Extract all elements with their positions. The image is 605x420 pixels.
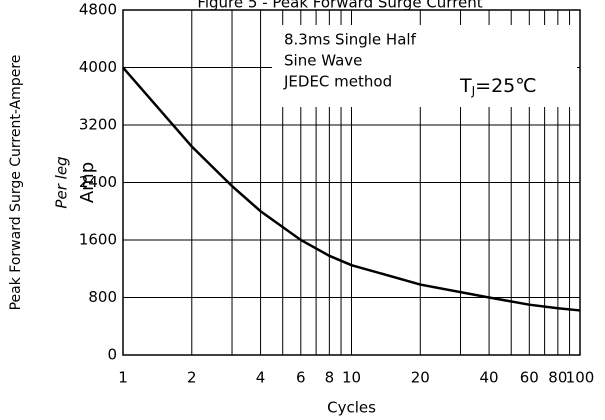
y-tick-label: 0 <box>107 346 117 364</box>
x-tick-label: 10 <box>342 369 361 387</box>
x-tick-label: 2 <box>187 369 197 387</box>
temp-label-part: =25℃ <box>475 75 536 97</box>
x-tick-label: 20 <box>411 369 430 387</box>
annotation: 8.3ms Single Half <box>284 31 417 49</box>
x-tick-label: 1 <box>118 369 128 387</box>
annotation: JEDEC method <box>283 73 392 91</box>
annotation-box <box>272 25 577 107</box>
x-tick-label: 80 <box>548 369 567 387</box>
temp-label-part: T <box>459 75 472 97</box>
y-tick-label: 2400 <box>79 173 117 191</box>
x-tick-label: 100 <box>566 369 595 387</box>
x-tick-label: 40 <box>480 369 499 387</box>
y-axis-label: Peak Forward Surge Current-Ampere <box>8 55 24 311</box>
x-tick-label: 60 <box>520 369 539 387</box>
annotation: Sine Wave <box>284 52 362 70</box>
x-tick-label: 4 <box>256 369 266 387</box>
chart-title: Figure 5 - Peak Forward Surge Current <box>197 0 482 12</box>
y-tick-label: 3200 <box>79 116 117 134</box>
temp-label-part: J <box>471 84 476 98</box>
x-axis-label: Cycles <box>327 399 376 417</box>
y-tick-label: 4800 <box>79 1 117 19</box>
y-axis-label: Per leg <box>53 156 71 208</box>
y-tick-label: 4000 <box>79 58 117 76</box>
x-tick-label: 6 <box>296 369 306 387</box>
series-line <box>122 66 581 312</box>
x-tick-label: 8 <box>325 369 335 387</box>
y-tick-label: 800 <box>88 288 117 306</box>
temp-label: TJ=25℃ <box>459 75 537 98</box>
y-axis-label: Amp <box>77 162 98 203</box>
y-tick-label: 1600 <box>79 231 117 249</box>
